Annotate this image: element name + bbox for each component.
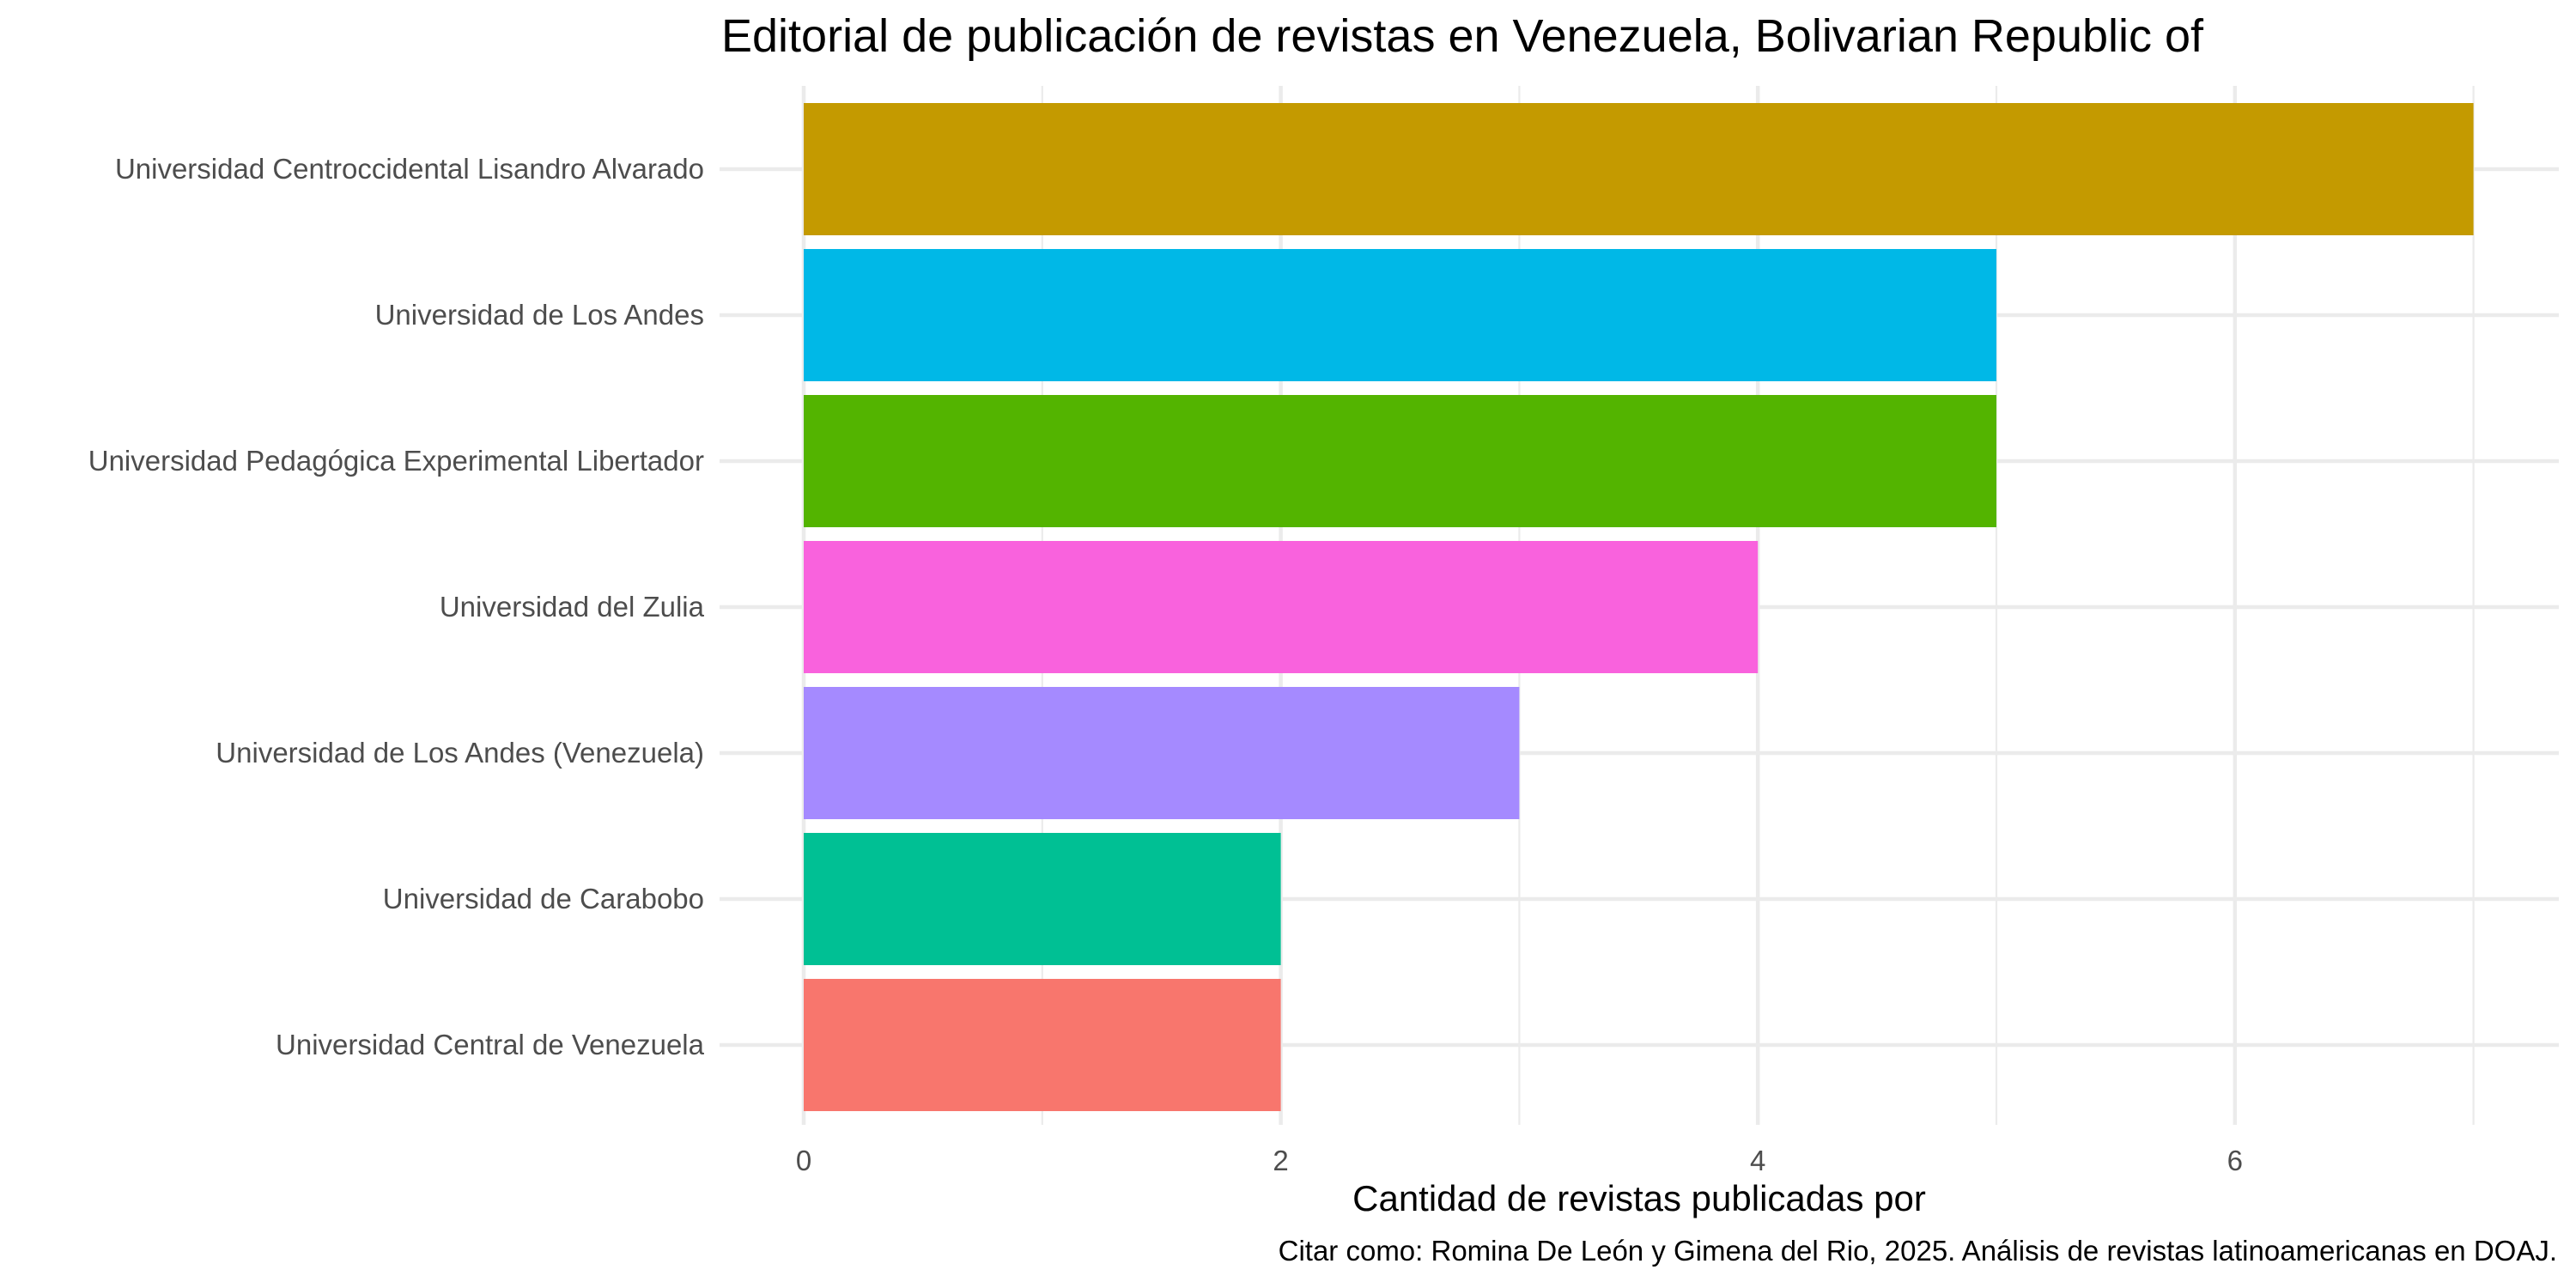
- category-label: Universidad de Los Andes: [375, 299, 704, 331]
- category-label: Universidad del Zulia: [440, 591, 705, 623]
- bar: [804, 979, 1281, 1111]
- x-tick-label: 0: [796, 1145, 811, 1176]
- category-label: Universidad Central de Venezuela: [276, 1029, 705, 1060]
- x-axis-title: Cantidad de revistas publicadas por: [1352, 1178, 1926, 1218]
- category-label: Universidad Centroccidental Lisandro Alv…: [115, 153, 704, 185]
- bar: [804, 249, 1996, 381]
- x-tick-labels: 0 2 4 6: [796, 1145, 2243, 1176]
- chart-caption: Citar como: Romina De León y Gimena del …: [1279, 1235, 2557, 1267]
- chart-title: Editorial de publicación de revistas en …: [721, 10, 2204, 62]
- bar: [804, 833, 1281, 965]
- bar: [804, 103, 2474, 235]
- category-label: Universidad Pedagógica Experimental Libe…: [88, 445, 704, 477]
- bar: [804, 541, 1759, 673]
- x-tick-label: 4: [1750, 1145, 1765, 1176]
- bar: [804, 395, 1996, 527]
- bar: [804, 687, 1520, 819]
- bars: [804, 103, 2474, 1111]
- x-tick-label: 6: [2227, 1145, 2243, 1176]
- category-label: Universidad de Carabobo: [383, 883, 704, 914]
- category-label: Universidad de Los Andes (Venezuela): [216, 737, 704, 769]
- x-tick-label: 2: [1273, 1145, 1288, 1176]
- category-labels: Universidad Centroccidental Lisandro Alv…: [88, 153, 705, 1060]
